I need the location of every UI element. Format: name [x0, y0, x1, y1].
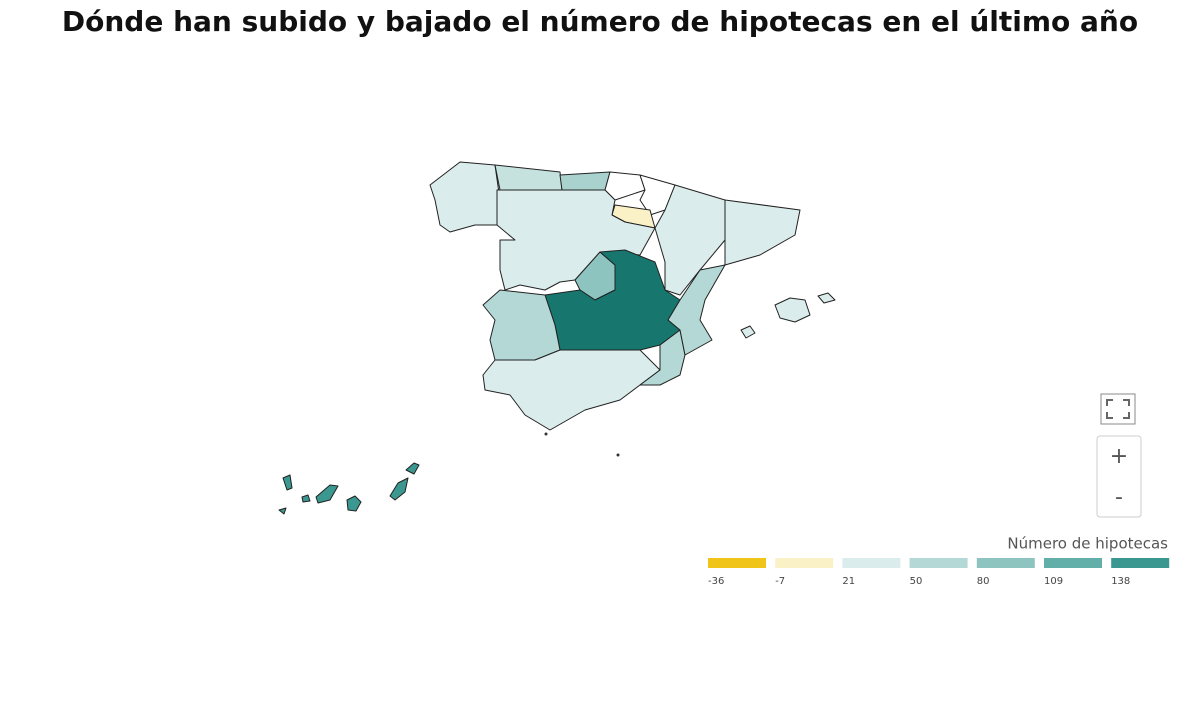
- legend-label: -7: [775, 576, 785, 587]
- region: [315, 484, 339, 504]
- region: [389, 477, 409, 501]
- legend-title: Número de hipotecas: [1007, 535, 1168, 553]
- region: [494, 164, 563, 191]
- legend-label: 50: [910, 576, 923, 587]
- region: [282, 474, 293, 491]
- region: [604, 171, 646, 201]
- zoom-in[interactable]: +: [1110, 444, 1128, 469]
- zoom-out[interactable]: -: [1115, 485, 1123, 510]
- region: [278, 507, 287, 515]
- region: [724, 199, 801, 266]
- zoom-panel: [1096, 435, 1142, 518]
- fullscreen-icon[interactable]: [1106, 399, 1130, 419]
- region: [429, 161, 501, 233]
- legend-label: 109: [1044, 576, 1063, 587]
- legend-label: -36: [708, 576, 724, 587]
- legend: -36 -7 21 50 80 109 138: [708, 558, 1170, 587]
- legend-label: 80: [977, 576, 990, 587]
- fullscreen-frame[interactable]: [1100, 393, 1136, 425]
- melilla: [616, 453, 620, 457]
- legend-swatch: [708, 558, 766, 568]
- region: [559, 171, 611, 191]
- region: [405, 462, 420, 475]
- legend-label: 21: [842, 576, 855, 587]
- region: [301, 494, 311, 503]
- region: [482, 349, 661, 431]
- legend-swatch: [1044, 558, 1102, 568]
- legend-swatch: [909, 558, 968, 568]
- region: [774, 297, 811, 323]
- region: [667, 264, 726, 356]
- ceuta: [544, 432, 548, 436]
- region: [346, 495, 362, 512]
- region: [740, 325, 756, 339]
- legend-swatch: [775, 558, 834, 568]
- title: Dónde han subido y bajado el número de h…: [62, 5, 1138, 38]
- legend-swatch: [842, 558, 901, 568]
- fullscreen-button[interactable]: [1100, 393, 1136, 425]
- map: [278, 161, 836, 515]
- legend-label: 138: [1111, 576, 1130, 587]
- region: [817, 292, 836, 304]
- legend-swatch: [1111, 558, 1170, 568]
- legend-swatch: [976, 558, 1035, 568]
